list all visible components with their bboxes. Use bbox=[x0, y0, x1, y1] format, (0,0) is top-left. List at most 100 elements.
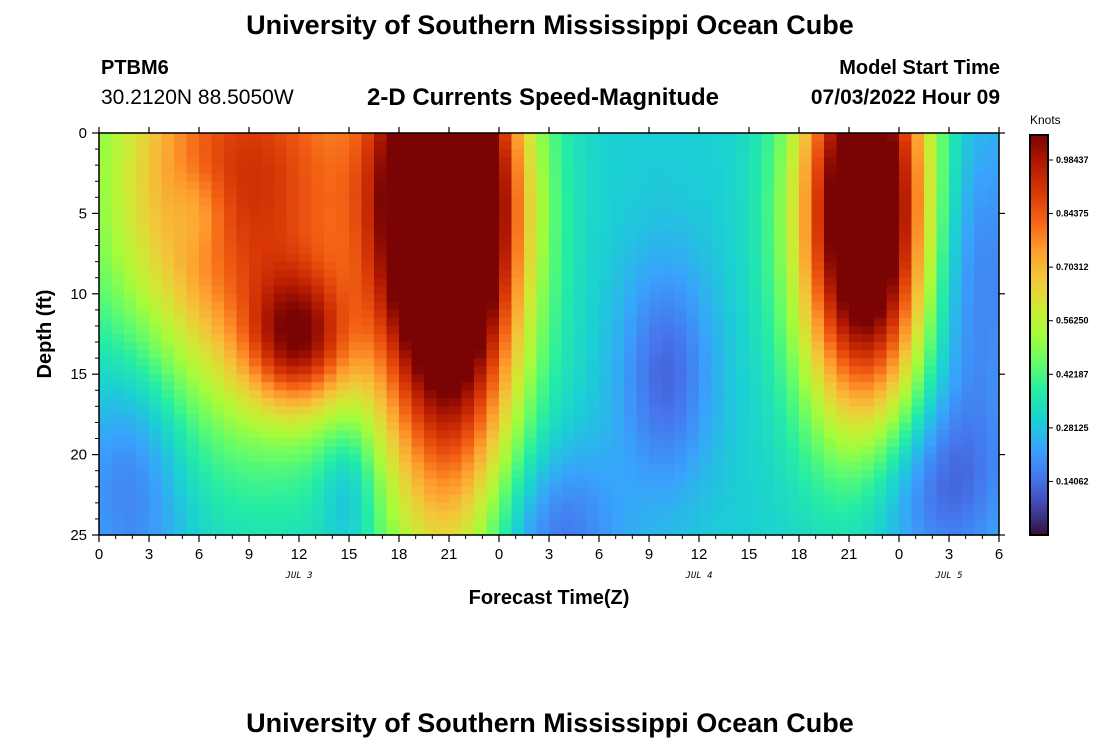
heatmap-cell bbox=[461, 414, 475, 424]
heatmap-cell bbox=[736, 261, 750, 271]
heatmap-cell bbox=[599, 245, 613, 255]
heatmap-cell bbox=[799, 454, 813, 464]
heatmap-cell bbox=[561, 486, 575, 496]
heatmap-cell bbox=[449, 478, 463, 488]
heatmap-cell bbox=[136, 301, 150, 311]
heatmap-cell bbox=[924, 422, 938, 432]
heatmap-cell bbox=[386, 454, 400, 464]
heatmap-cell bbox=[986, 285, 1000, 295]
heatmap-cell bbox=[861, 390, 875, 399]
heatmap-cell bbox=[561, 478, 575, 488]
heatmap-cell bbox=[611, 213, 625, 223]
heatmap-cell bbox=[674, 133, 688, 142]
heatmap-cell bbox=[686, 245, 700, 255]
heatmap-cell bbox=[424, 438, 438, 448]
heatmap-cell bbox=[986, 149, 1000, 158]
heatmap-cell bbox=[386, 390, 400, 399]
heatmap-cell bbox=[761, 309, 775, 319]
heatmap-cell bbox=[699, 334, 713, 343]
heatmap-cell bbox=[774, 406, 788, 415]
heatmap-cell bbox=[599, 253, 613, 263]
heatmap-cell bbox=[336, 173, 350, 182]
heatmap-cell bbox=[961, 325, 975, 335]
heatmap-cell bbox=[299, 141, 313, 150]
heatmap-cell bbox=[761, 197, 775, 206]
heatmap-cell bbox=[636, 382, 650, 391]
heatmap-cell bbox=[661, 293, 675, 303]
heatmap-cell bbox=[111, 374, 125, 383]
heatmap-cell bbox=[861, 518, 875, 528]
heatmap-cell bbox=[124, 382, 138, 391]
heatmap-cell bbox=[986, 398, 1000, 407]
heatmap-cell bbox=[974, 510, 988, 520]
heatmap-cell bbox=[874, 269, 888, 279]
heatmap-cell bbox=[486, 317, 500, 327]
heatmap-cell bbox=[199, 350, 213, 359]
heatmap-cell bbox=[949, 141, 963, 150]
heatmap-cell bbox=[111, 502, 125, 512]
heatmap-cell bbox=[711, 390, 725, 399]
heatmap-cell bbox=[261, 229, 275, 239]
heatmap-cell bbox=[686, 494, 700, 504]
heatmap-cell bbox=[624, 157, 638, 166]
heatmap-cell bbox=[486, 325, 500, 335]
heatmap-cell bbox=[599, 181, 613, 190]
heatmap-cell bbox=[761, 285, 775, 295]
heatmap-cell bbox=[974, 277, 988, 287]
heatmap-cell bbox=[699, 253, 713, 263]
heatmap-cell bbox=[736, 510, 750, 520]
heatmap-cell bbox=[311, 157, 325, 166]
heatmap-cell bbox=[124, 430, 138, 440]
heatmap-cell bbox=[499, 366, 513, 375]
heatmap-cell bbox=[861, 317, 875, 327]
heatmap-cell bbox=[236, 502, 250, 512]
heatmap-cell bbox=[186, 398, 200, 407]
heatmap-cell bbox=[674, 478, 688, 488]
heatmap-cell bbox=[549, 390, 563, 399]
heatmap-cell bbox=[811, 390, 825, 399]
heatmap-cell bbox=[99, 205, 113, 214]
heatmap-cell bbox=[324, 406, 338, 415]
heatmap-cell bbox=[949, 149, 963, 158]
heatmap-cell bbox=[786, 213, 800, 223]
heatmap-cell bbox=[386, 494, 400, 504]
heatmap-cell bbox=[986, 342, 1000, 351]
heatmap-cell bbox=[686, 366, 700, 375]
heatmap-cell bbox=[799, 414, 813, 424]
heatmap-cell bbox=[111, 213, 125, 223]
heatmap-cell bbox=[561, 229, 575, 239]
heatmap-cell bbox=[111, 149, 125, 158]
heatmap-cell bbox=[711, 141, 725, 150]
heatmap-cell bbox=[374, 213, 388, 223]
heatmap-cell bbox=[799, 430, 813, 440]
heatmap-cell bbox=[149, 342, 163, 351]
heatmap-cell bbox=[386, 438, 400, 448]
heatmap-cell bbox=[399, 494, 413, 504]
heatmap-cell bbox=[174, 518, 188, 528]
heatmap-cell bbox=[99, 398, 113, 407]
x-tick-label: 15 bbox=[341, 546, 358, 563]
heatmap-cell bbox=[286, 245, 300, 255]
heatmap-cell bbox=[349, 173, 363, 182]
heatmap-cell bbox=[624, 350, 638, 359]
heatmap-cell bbox=[774, 430, 788, 440]
heatmap-cell bbox=[586, 502, 600, 512]
heatmap-cell bbox=[936, 253, 950, 263]
heatmap-cell bbox=[511, 454, 525, 464]
heatmap-cell bbox=[124, 446, 138, 456]
heatmap-cell bbox=[911, 181, 925, 190]
heatmap-cell bbox=[374, 325, 388, 335]
heatmap-cell bbox=[249, 366, 263, 375]
heatmap-cells bbox=[99, 133, 1000, 536]
heatmap-cell bbox=[261, 486, 275, 496]
heatmap-cell bbox=[949, 277, 963, 287]
heatmap-cell bbox=[124, 245, 138, 255]
heatmap-cell bbox=[649, 325, 663, 335]
heatmap-cell bbox=[774, 350, 788, 359]
heatmap-cell bbox=[549, 149, 563, 158]
heatmap-cell bbox=[586, 494, 600, 504]
heatmap-cell bbox=[961, 269, 975, 279]
heatmap-cell bbox=[536, 350, 550, 359]
heatmap-cell bbox=[511, 518, 525, 528]
heatmap-cell bbox=[99, 181, 113, 190]
